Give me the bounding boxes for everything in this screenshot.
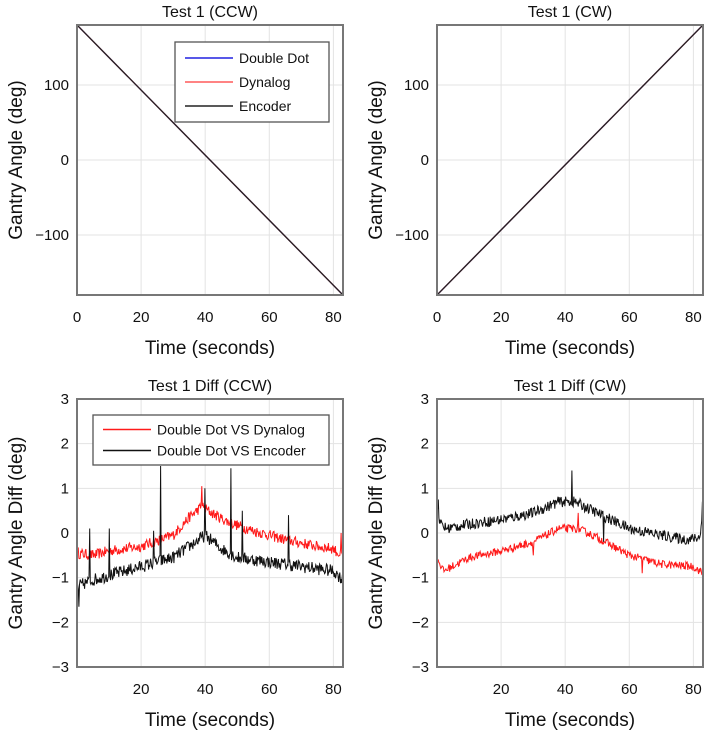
legend-label: Double Dot (239, 50, 309, 66)
legend-box (92, 414, 330, 466)
series-line-encoder (437, 25, 703, 295)
series-line-encoder (77, 25, 343, 295)
y-tick-label: 0 (61, 152, 69, 169)
subplot-2: 0 20 40 60 80 100 0 −100 Test 1 (CW) Time (second… (366, 4, 704, 359)
y-axis-label: Gantry Angle Diff (deg) (366, 437, 387, 630)
x-tick-label: 60 (261, 681, 278, 698)
y-tick-label: 100 (44, 77, 69, 94)
y-tick-label: 3 (61, 391, 69, 408)
x-tick-label: 20 (133, 681, 150, 698)
x-tick-label: 20 (133, 309, 150, 326)
x-axis-label: Time (seconds) (505, 710, 635, 731)
x-tick-label: 20 (493, 309, 510, 326)
y-tick-label: 0 (421, 525, 429, 542)
y-axis-label: Gantry Angle (deg) (366, 80, 387, 239)
y-tick-label: −100 (35, 227, 69, 244)
x-tick-label: 80 (685, 681, 702, 698)
y-tick-label: −2 (52, 614, 69, 631)
x-axis-label: Time (seconds) (145, 710, 275, 731)
x-axis-label: Time (seconds) (505, 338, 635, 359)
subplot-3: 20 40 60 80 3 2 1 0 −1 −2 −3 Test 1 Diff (CCW) Time … (6, 378, 344, 731)
axes-frame (436, 398, 704, 668)
axes-frame (76, 398, 344, 668)
subplot-title: Test 1 (CW) (528, 4, 612, 21)
y-tick-label: −1 (52, 570, 69, 587)
x-tick-label: 80 (325, 309, 342, 326)
y-axis-label: Gantry Angle Diff (deg) (6, 437, 27, 630)
y-tick-label: 1 (61, 480, 69, 497)
subplot-1: 0 20 40 60 80 100 0 −100 Test 1 (CCW) Time (secon… (6, 4, 344, 359)
y-tick-label: 1 (421, 480, 429, 497)
series-line-double-dot-vs-encoder (77, 465, 343, 607)
subplot-title: Test 1 Diff (CCW) (148, 378, 272, 395)
subplot-4: 20 40 60 80 3 2 1 0 −1 −2 −3 Test 1 Diff (CW) Time (… (366, 378, 704, 731)
x-tick-label: 80 (325, 681, 342, 698)
y-axis-label: Gantry Angle (deg) (6, 80, 27, 239)
x-tick-label: 80 (685, 309, 702, 326)
x-tick-label: 60 (261, 309, 278, 326)
x-tick-label: 60 (621, 681, 638, 698)
series-line-double-dot-vs-dynalog (437, 512, 703, 576)
y-tick-label: 0 (421, 152, 429, 169)
legend-label: Dynalog (239, 74, 290, 90)
x-tick-label: 0 (73, 309, 81, 326)
y-tick-label: −3 (412, 659, 429, 676)
axes-frame (76, 24, 344, 296)
series-line-double-dot-vs-encoder (437, 470, 703, 545)
series-line-double-dot-vs-dynalog (77, 486, 343, 560)
x-axis-label: Time (seconds) (145, 338, 275, 359)
y-tick-label: 3 (421, 391, 429, 408)
x-tick-label: 0 (433, 309, 441, 326)
x-tick-label: 40 (557, 309, 574, 326)
y-tick-label: −100 (395, 227, 429, 244)
y-tick-label: 100 (404, 77, 429, 94)
y-tick-label: −3 (52, 659, 69, 676)
subplot-title: Test 1 Diff (CW) (514, 378, 627, 395)
x-tick-label: 40 (557, 681, 574, 698)
legend: Double Dot Dynalog Encoder (174, 41, 330, 123)
y-tick-label: 0 (61, 525, 69, 542)
y-tick-label: −1 (412, 570, 429, 587)
legend: Double Dot VS Dynalog Double Dot VS Encod… (92, 414, 330, 466)
x-tick-label: 20 (493, 681, 510, 698)
y-tick-label: 2 (61, 436, 69, 453)
x-tick-label: 40 (197, 309, 214, 326)
axes-frame (436, 24, 704, 296)
legend-label: Double Dot VS Dynalog (157, 422, 305, 438)
subplot-title: Test 1 (CCW) (162, 4, 258, 21)
legend-label: Encoder (239, 98, 291, 114)
legend-label: Double Dot VS Encoder (157, 443, 306, 459)
y-tick-label: −2 (412, 614, 429, 631)
x-tick-label: 60 (621, 309, 638, 326)
y-tick-label: 2 (421, 436, 429, 453)
x-tick-label: 40 (197, 681, 214, 698)
